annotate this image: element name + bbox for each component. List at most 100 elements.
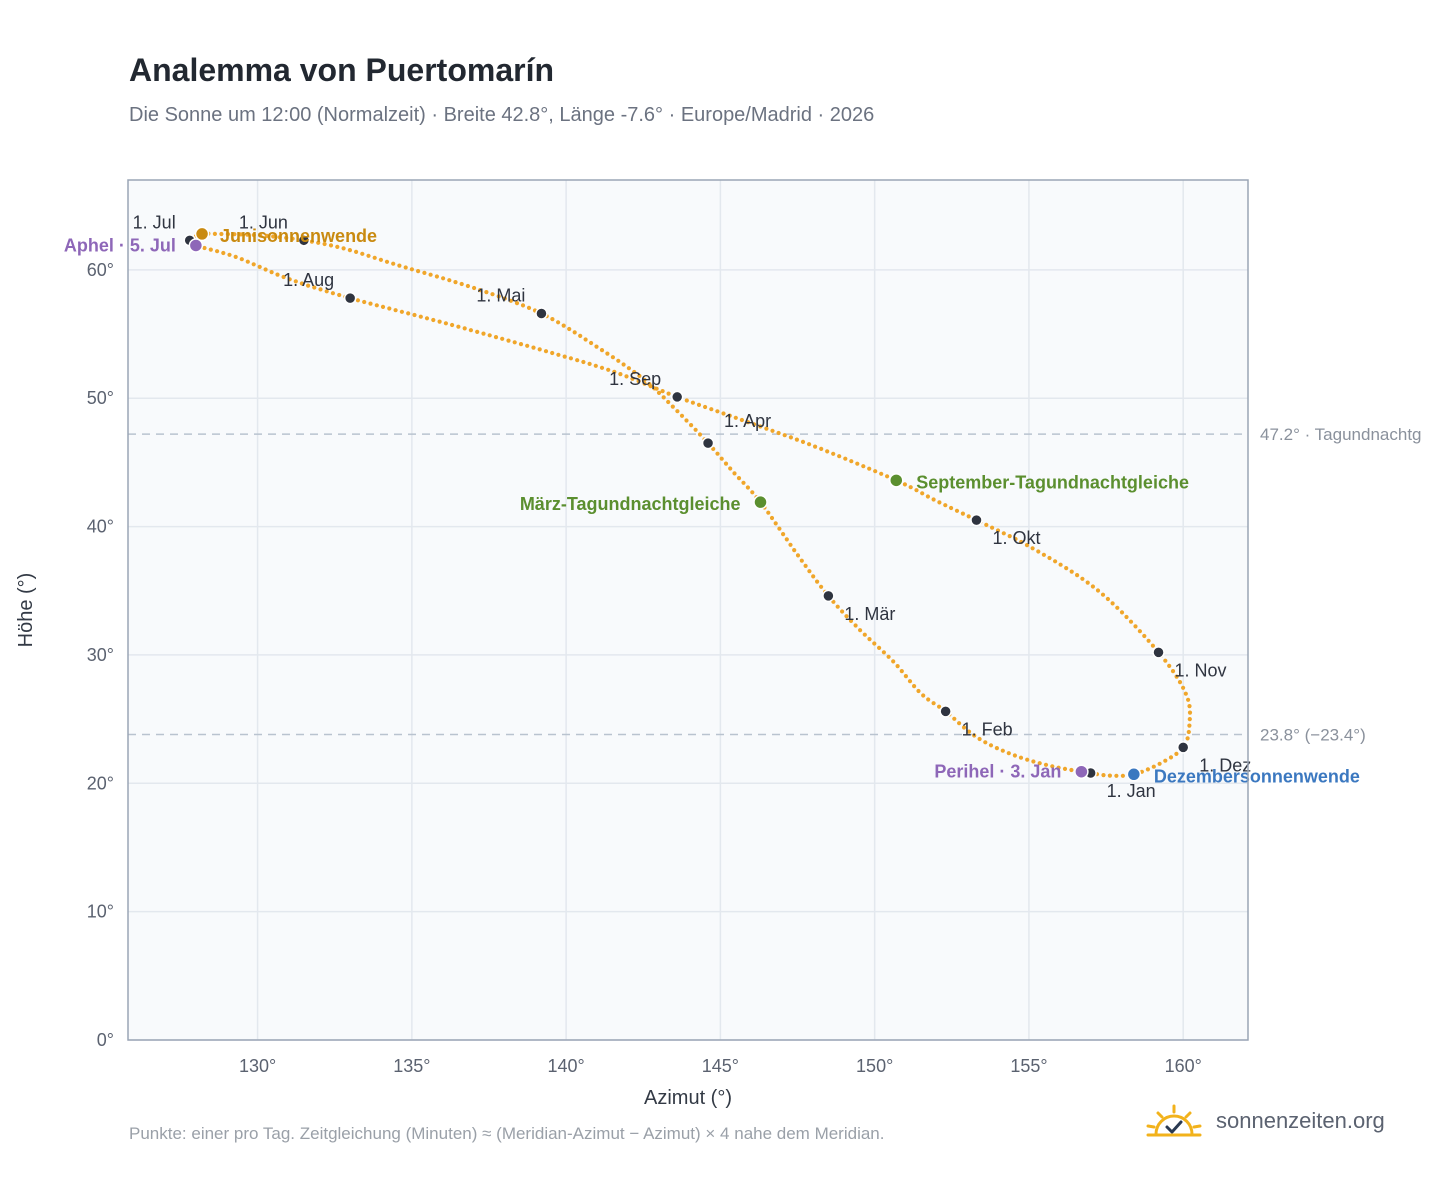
day-point [921, 693, 926, 698]
day-point [837, 454, 842, 459]
y-tick-label: 0° [97, 1030, 114, 1050]
y-axis-label: Höhe (°) [15, 573, 37, 648]
day-point [886, 654, 891, 659]
day-point [493, 335, 499, 340]
day-point [709, 407, 714, 412]
day-point [844, 614, 849, 619]
day-point [258, 233, 263, 238]
brand[interactable]: sonnenzeiten.org [1146, 1104, 1385, 1138]
day-point [520, 303, 526, 308]
day-point [616, 358, 621, 363]
day-point [795, 553, 801, 558]
day-point [561, 323, 566, 328]
day-point [1037, 761, 1042, 766]
day-point [526, 305, 532, 310]
day-point [583, 337, 588, 342]
footnote: Punkte: einer pro Tag. Zeitgleichung (Mi… [129, 1124, 885, 1143]
day-point [219, 231, 224, 237]
day-point [769, 515, 775, 521]
month-marker [535, 307, 548, 320]
day-point [848, 618, 854, 624]
day-point [1187, 710, 1193, 715]
day-point [1187, 723, 1192, 728]
day-point [251, 232, 256, 238]
day-point [239, 257, 244, 262]
day-point [831, 599, 836, 604]
day-point [784, 537, 789, 542]
day-point [858, 628, 863, 633]
day-point [290, 236, 295, 241]
sun-check-icon [1146, 1104, 1202, 1137]
event-marker [194, 226, 210, 242]
day-point [745, 420, 751, 425]
day-point [1100, 592, 1106, 597]
day-point [543, 349, 549, 354]
day-point [1064, 566, 1069, 571]
day-point [1007, 534, 1012, 539]
day-point [312, 285, 317, 290]
day-point [568, 356, 574, 361]
day-point [926, 697, 931, 702]
day-point [1170, 669, 1176, 674]
day-point [269, 270, 274, 275]
x-tick-label: 145° [702, 1056, 739, 1076]
month-marker [1152, 646, 1165, 659]
day-point [490, 292, 495, 297]
day-point [328, 243, 334, 248]
day-point [428, 272, 433, 277]
day-point [397, 263, 402, 268]
day-point [988, 743, 994, 748]
day-point [478, 288, 483, 293]
day-point [447, 278, 452, 283]
day-point [506, 338, 511, 343]
day-point [642, 377, 647, 382]
day-point [1019, 539, 1024, 545]
day-point [496, 294, 501, 299]
day-point [324, 289, 329, 294]
day-point [380, 304, 386, 309]
day-point [1050, 764, 1055, 769]
grid [128, 180, 1248, 1041]
y-tick-label: 60° [87, 260, 114, 280]
day-point [391, 261, 396, 266]
day-point [881, 650, 887, 655]
day-point [512, 340, 517, 345]
day-point [378, 257, 383, 262]
day-point [660, 389, 665, 394]
day-point [624, 374, 629, 379]
day-point [811, 574, 816, 579]
brand-name[interactable]: sonnenzeiten.org [1216, 1108, 1385, 1133]
day-point [1075, 573, 1080, 578]
month-label: 1. Okt [992, 528, 1040, 548]
day-point [994, 746, 1000, 751]
day-point [835, 604, 840, 609]
day-point [899, 669, 904, 674]
day-point [642, 381, 647, 386]
day-point [606, 367, 611, 372]
day-point [715, 451, 720, 456]
day-point [943, 503, 948, 508]
day-point [599, 348, 605, 353]
day-point [468, 328, 473, 333]
day-point [575, 358, 580, 363]
day-point [696, 402, 702, 407]
day-point [966, 729, 972, 734]
event-marker [1126, 767, 1142, 782]
day-point [937, 704, 942, 709]
day-point [1177, 680, 1183, 685]
day-point [514, 301, 520, 306]
day-point [481, 331, 486, 336]
event-markers: Junisonnenwende Dezembersonnenwende März-T… [64, 226, 1360, 786]
day-point [977, 736, 982, 742]
day-point [739, 417, 745, 423]
day-point [741, 480, 746, 485]
day-point [599, 365, 605, 370]
day-point [347, 248, 352, 253]
x-tick-label: 160° [1165, 1056, 1202, 1076]
day-point [758, 424, 763, 429]
day-point [966, 514, 971, 519]
day-point [825, 449, 830, 454]
day-point [208, 247, 213, 252]
day-point [745, 485, 751, 490]
day-point [418, 314, 423, 319]
